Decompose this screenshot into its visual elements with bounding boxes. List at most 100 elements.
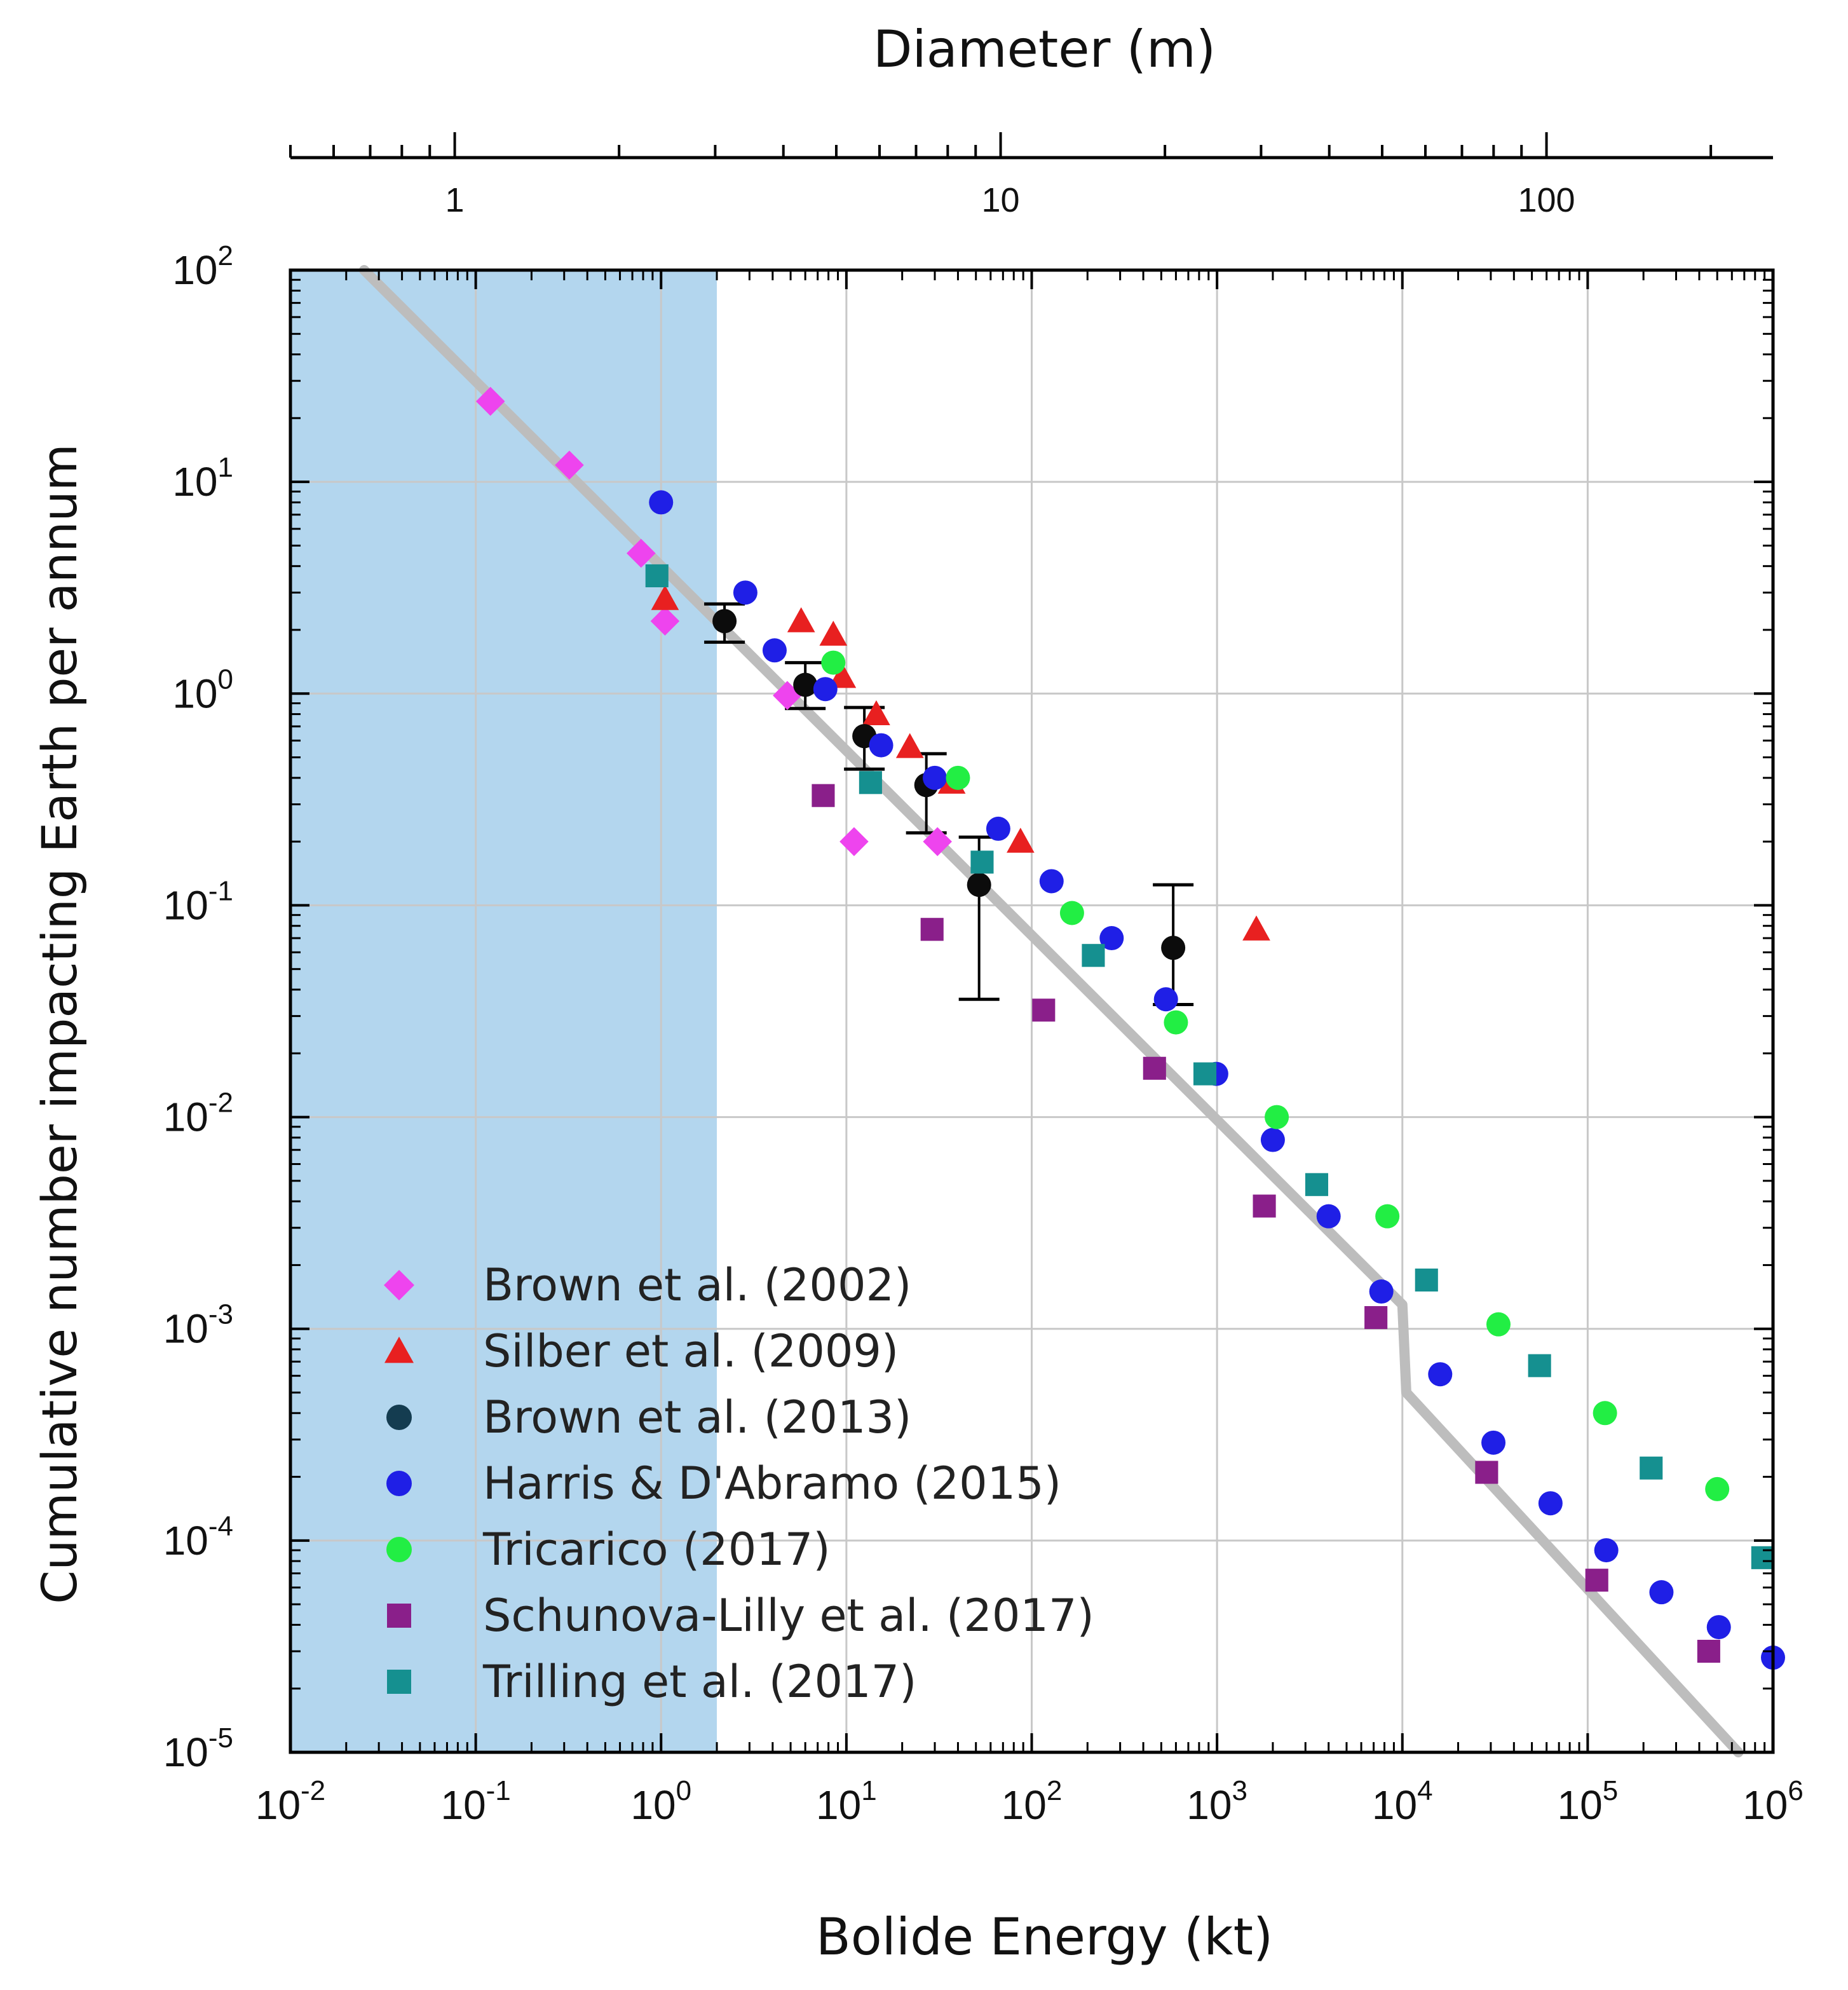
data-point bbox=[839, 827, 869, 856]
top-tick-label: 100 bbox=[1518, 181, 1575, 219]
data-point bbox=[869, 733, 893, 758]
data-point bbox=[859, 771, 882, 794]
top-axis-title: Diameter (m) bbox=[873, 20, 1216, 79]
y-axis-title: Cumulative number impacting Earth per an… bbox=[31, 444, 88, 1604]
legend-marker bbox=[387, 1670, 411, 1694]
legend-marker bbox=[386, 1537, 412, 1562]
legend-marker bbox=[387, 1604, 411, 1628]
legend-label: Tricarico (2017) bbox=[482, 1523, 831, 1576]
grid-lines bbox=[290, 270, 1773, 1752]
data-point bbox=[1164, 1010, 1188, 1035]
data-point bbox=[1475, 1461, 1498, 1484]
data-point bbox=[1242, 915, 1270, 941]
data-point bbox=[828, 663, 857, 688]
data-point bbox=[1193, 1062, 1217, 1086]
legend-marker bbox=[384, 1270, 414, 1300]
data-point bbox=[986, 816, 1010, 841]
y-tick-label: 10-5 bbox=[163, 1722, 233, 1775]
data-point bbox=[787, 607, 815, 632]
data-point bbox=[651, 585, 679, 610]
data-point bbox=[821, 650, 846, 675]
data-point bbox=[1538, 1491, 1563, 1516]
data-point bbox=[1007, 828, 1035, 853]
axis-ticks bbox=[289, 269, 1774, 1754]
data-point bbox=[946, 765, 970, 790]
data-point bbox=[1082, 944, 1105, 967]
legend-label: Brown et al. (2013) bbox=[483, 1391, 911, 1443]
data-point bbox=[1316, 1204, 1341, 1229]
legend-label: Harris & D'Abramo (2015) bbox=[483, 1457, 1061, 1510]
data-point bbox=[1640, 1456, 1663, 1480]
legend-marker bbox=[386, 1471, 412, 1496]
data-point bbox=[1305, 1173, 1329, 1196]
data-point bbox=[1594, 1538, 1619, 1563]
data-point bbox=[1428, 1362, 1453, 1387]
data-point bbox=[967, 873, 991, 897]
x-tick-label: 101 bbox=[816, 1775, 877, 1828]
data-point bbox=[1697, 1640, 1720, 1663]
data-point bbox=[793, 672, 818, 697]
model-curve-layer bbox=[359, 265, 1744, 1757]
data-point bbox=[645, 564, 669, 588]
data-point bbox=[1039, 869, 1064, 894]
legend-marker bbox=[384, 1337, 414, 1363]
series-schunova-lilly-et-al-2017 bbox=[812, 784, 1720, 1663]
data-point bbox=[1528, 1354, 1551, 1377]
x-axis-title: Bolide Energy (kt) bbox=[816, 1907, 1273, 1966]
model-curve bbox=[359, 265, 1744, 1757]
data-point bbox=[762, 638, 787, 663]
y-tick-label: 10-3 bbox=[163, 1299, 233, 1352]
data-point bbox=[819, 620, 848, 646]
data-point bbox=[1253, 1194, 1276, 1218]
data-point bbox=[1143, 1056, 1166, 1080]
data-point bbox=[1161, 936, 1186, 960]
x-tick-label: 105 bbox=[1558, 1775, 1619, 1828]
x-tick-label: 103 bbox=[1186, 1775, 1247, 1828]
data-point bbox=[895, 733, 924, 758]
data-point bbox=[1260, 1128, 1285, 1152]
data-point bbox=[1364, 1305, 1388, 1330]
data-point bbox=[626, 538, 656, 568]
data-point bbox=[1375, 1204, 1400, 1229]
data-point bbox=[475, 386, 505, 416]
data-point bbox=[923, 827, 952, 856]
data-point bbox=[813, 677, 838, 702]
data-point bbox=[1593, 1401, 1617, 1426]
top-tick-label: 1 bbox=[445, 181, 465, 219]
data-point bbox=[1585, 1569, 1608, 1592]
data-point bbox=[1705, 1476, 1730, 1501]
data-point bbox=[1059, 901, 1084, 925]
legend-label: Schunova-Lilly et al. (2017) bbox=[483, 1590, 1094, 1642]
data-point bbox=[1099, 926, 1124, 951]
top-axis-ticks: 1 10 100 bbox=[289, 132, 1713, 219]
y-tick-label: 10-2 bbox=[163, 1087, 233, 1140]
y-tick-label: 10-4 bbox=[163, 1511, 233, 1564]
data-point bbox=[1153, 987, 1178, 1012]
data-point bbox=[920, 918, 944, 941]
data-point bbox=[970, 850, 994, 874]
y-tick-label: 100 bbox=[172, 664, 233, 716]
data-point bbox=[923, 765, 948, 790]
y-tick-label: 10-1 bbox=[163, 875, 233, 928]
axis-tick-labels: 10-2 10-1 100 101 102 103 104 105 106 10-5 10-4 10-… bbox=[163, 240, 1804, 1828]
legend-label: Brown et al. (2002) bbox=[483, 1259, 911, 1311]
x-tick-label: 102 bbox=[1002, 1775, 1063, 1828]
data-point bbox=[1706, 1615, 1731, 1640]
top-tick-label: 10 bbox=[982, 181, 1020, 219]
data-point bbox=[712, 609, 737, 634]
x-tick-label: 106 bbox=[1743, 1775, 1804, 1828]
data-point bbox=[1415, 1268, 1438, 1291]
data-point bbox=[649, 490, 674, 515]
legend-label: Trilling et al. (2017) bbox=[482, 1656, 916, 1708]
data-point bbox=[1032, 998, 1056, 1022]
y-tick-label: 102 bbox=[172, 240, 233, 293]
data-points-layer bbox=[475, 386, 1785, 1670]
series-silber-et-al-2009 bbox=[651, 585, 1270, 941]
x-tick-label: 104 bbox=[1372, 1775, 1433, 1828]
data-point bbox=[650, 606, 680, 636]
legend-marker bbox=[386, 1405, 412, 1430]
data-point bbox=[1481, 1430, 1506, 1455]
series-harris-d-abramo-2015 bbox=[649, 490, 1785, 1670]
data-point bbox=[733, 580, 758, 605]
